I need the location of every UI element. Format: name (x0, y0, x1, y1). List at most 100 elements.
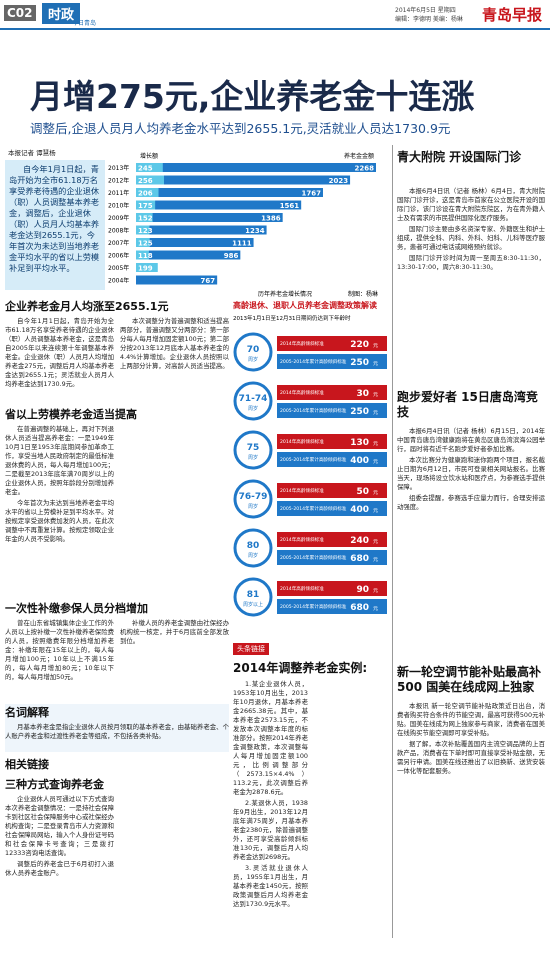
paragraph: 自今年1月1日起，青岛开始为全市61.18万名享受养老待遇的企业退休（职）人员调… (5, 317, 114, 388)
age-suffix: 周岁 (248, 503, 258, 510)
increase-bar (136, 175, 164, 185)
year-label: 2006年 (108, 252, 129, 260)
total-label: 养老金金额 (344, 152, 374, 160)
info-title: 高龄退休、退职人员养老金调整政策解读 (233, 300, 377, 310)
total-value: 767 (201, 277, 216, 285)
paragraph: 1.某企业退休人员，1953年10月出生，2013年10月退休，月基本养老金26… (233, 680, 308, 796)
policy-bar (277, 501, 387, 516)
pension-chart: 增长额 养老金金额 2013年 2268 245 2012年 2023 256 2011年 176… (108, 152, 378, 298)
infographic: 高龄退休、退职人员养老金调整政策解读 2013年1月1日至12月31日期间仍达到下… (233, 300, 387, 617)
year-label: 2004年 (108, 277, 129, 285)
paragraph: 本次比赛分为健康跑和迷你跑两个项目，报名截止日期为6月12日，市民可登录相关网站… (397, 456, 545, 491)
policy-bar (277, 336, 387, 351)
increase-value: 123 (138, 227, 153, 235)
age-value: 75 (247, 443, 260, 453)
section-heading: 新一轮空调节能补贴最高补500 国美在线成网上独家 (397, 665, 542, 694)
increase-value: 206 (138, 190, 153, 198)
total-bar (136, 238, 254, 247)
age-suffix: 周岁以上 (243, 601, 263, 608)
policy-label: 2014年高龄倾斜标准 (280, 536, 324, 543)
total-bar (136, 250, 241, 260)
policy-label: 2005-2014年累计高龄倾斜标准 (280, 358, 347, 365)
policy-bar (277, 581, 387, 596)
age-value: 80 (247, 541, 260, 551)
total-value: 1767 (301, 190, 321, 198)
paragraph: 企业退休人员可通过以下方式查询本次养老金调整情况：一是持社会保障卡到社区社会保障… (5, 795, 114, 857)
year-label: 2009年 (108, 214, 129, 222)
policy-bar (277, 452, 387, 467)
increase-value: 175 (138, 202, 153, 210)
policy-label: 2005-2014年累计高龄倾斜标准 (280, 554, 347, 561)
subtitle: 调整后,企退人员月人均养老金水平达到2655.1元,灵活就业人员达1730.9元 (30, 121, 451, 136)
increase-bar (136, 163, 163, 172)
column-name: 时政 (42, 3, 81, 24)
policy-value: 680 (350, 603, 369, 613)
policy-bar (277, 403, 387, 418)
example-label: 头条链接 (233, 643, 269, 655)
policy-bar (277, 434, 387, 449)
increase-value: 125 (138, 240, 153, 248)
increase-bar (136, 238, 150, 247)
increase-bar (136, 225, 150, 235)
editor: 编辑：李德明 美编：杨琳 (395, 16, 463, 23)
policy-unit: 元 (373, 606, 378, 612)
headline: 月增275元,企业养老金十连涨 (30, 77, 475, 116)
policy-unit: 元 (373, 392, 378, 398)
total-bar (136, 163, 376, 172)
year-label: 2012年 (108, 177, 129, 185)
total-value: 1111 (232, 240, 252, 248)
policy-value: 250 (350, 358, 369, 368)
logo: 青岛早报 (482, 6, 543, 24)
paragraph: 3.灵活就业退休人员，1955年1月出生，月基本养老金1450元，按照政策调整后… (233, 864, 308, 908)
section-text: 本报6月4日讯（记者 杨林）6月4日，青大附院国际门诊开诊，这是青岛市首家在公立… (397, 187, 545, 405)
section: 省以上劳模养老金适当提高 在普遍调整的基础上，再对下列退休人员适当提高养老金：一是… (5, 406, 229, 596)
year-label: 2008年 (108, 227, 129, 235)
increase-bar (136, 213, 153, 222)
policy-bar (277, 532, 387, 547)
policy-value: 400 (350, 505, 369, 515)
right-column: 青大附院 开设国际门诊 本报6月4日讯（记者 杨林）6月4日，青大附院国际门诊开诊… (397, 150, 545, 938)
increase-bar (136, 188, 159, 197)
policy-unit: 元 (373, 557, 378, 563)
section-text: 企业退休人员可通过以下方式查询本次养老金调整情况：一是持社会保障卡到社区社会保障… (5, 795, 229, 939)
policy-value: 400 (350, 456, 369, 466)
policy-bar (277, 483, 387, 498)
policy-label: 2005-2014年累计高龄倾斜标准 (280, 456, 347, 463)
age-suffix: 周岁 (248, 552, 258, 559)
section: 企业养老金月人均涨至2655.1元自今年1月1日起，青岛开始为全市61.18万名… (5, 298, 229, 403)
age-value: 71-74 (239, 394, 268, 404)
chart-caption: 历年养老金增长情况 (258, 290, 312, 298)
example-box: 头条链接 2014年调整养老金实例: 1.某企业退休人员，1953年10月出生，20… (233, 636, 389, 938)
section: 青大附院 开设国际门诊 本报6月4日讯（记者 杨林）6月4日，青大附院国际门诊开诊… (397, 150, 545, 386)
example-text: 1.某企业退休人员，1953年10月出生，2013年10月退休，月基本养老金26… (233, 680, 389, 942)
policy-unit: 元 (373, 490, 378, 496)
increase-value: 199 (138, 265, 153, 273)
section-text: 在普遍调整的基础上，再对下列退休人员适当提高养老金：一是1949年10月1日至1… (5, 425, 229, 597)
increase-label: 增长额 (140, 152, 158, 160)
year-label: 2007年 (108, 239, 129, 247)
section-text: 曾在山东省城镇集体企业工作的外人员以上按补缴一次性补缴养老保险费的人员，按照缴费… (5, 619, 229, 701)
increase-value: 118 (138, 252, 153, 260)
paragraph: 国际门诊主要由多名资深专家、外籍医生和护士组成，提供全科、内科、外科、妇科、儿科… (397, 225, 545, 251)
column-rule (392, 145, 393, 938)
policy-value: 220 (350, 340, 369, 350)
age-circle (233, 577, 273, 617)
policy-unit: 元 (373, 361, 378, 367)
policy-value: 240 (350, 536, 369, 546)
section-text: 自今年1月1日起，青岛开始为全市61.18万名享受养老待遇的企业退休（职）人员调… (5, 317, 229, 404)
age-circle (233, 479, 273, 519)
chart-credit: 制图：杨琳 (348, 290, 378, 298)
age-circle (233, 528, 273, 568)
policy-unit: 元 (373, 343, 378, 349)
section-heading: 一次性补缴参保人员分档增加 (5, 602, 148, 615)
policy-label: 2014年高龄倾斜标准 (280, 389, 324, 396)
policy-value: 90 (356, 585, 369, 595)
paragraph: 补缴人员的养老金调整由社保经办机构统一核定，并于6月底前全部发放到位。 (120, 619, 229, 645)
age-circle (233, 381, 273, 421)
section-heading: 企业养老金月人均涨至2655.1元 (5, 300, 169, 313)
byline: 本报记者 谭慧杨 (8, 149, 56, 157)
age-suffix: 周岁 (248, 356, 258, 363)
paragraph: 今年首次为未达到当地养老金平均水平的省以上劳模补足到平均水平。对按规定享受退休费… (5, 499, 114, 543)
left-column: 企业养老金月人均涨至2655.1元自今年1月1日起，青岛开始为全市61.18万名… (5, 298, 229, 938)
paragraph: 据了解，本次补贴覆盖国内主流空调品牌的上百款产品，消费者在下单时即可直接享受补贴… (397, 740, 545, 775)
